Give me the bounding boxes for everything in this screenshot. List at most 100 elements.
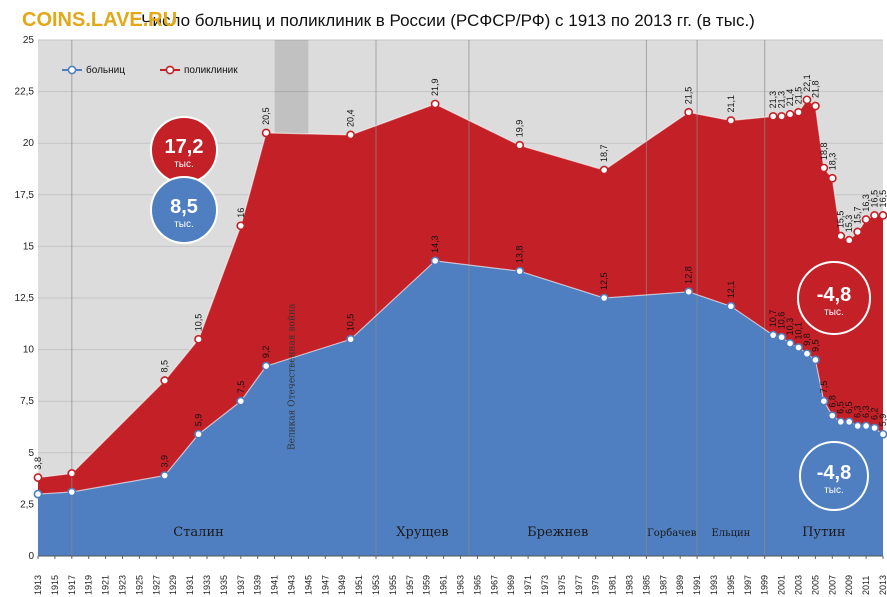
data-label: 12,8 — [684, 266, 694, 284]
data-label: 10,7 — [768, 310, 778, 328]
chart-title: Число больниц и поликлиник в России (РСФ… — [141, 11, 755, 30]
data-label: 9,5 — [810, 339, 820, 352]
x-tick-label: 1945 — [303, 575, 313, 595]
data-point — [827, 411, 837, 421]
x-tick-label: 1925 — [134, 575, 144, 595]
data-point — [261, 128, 271, 138]
x-tick-label: 1919 — [84, 575, 94, 595]
data-label: 19,9 — [515, 120, 525, 138]
data-point — [194, 334, 203, 344]
data-label: 7,5 — [236, 381, 246, 394]
era-label: Ельцин — [711, 528, 750, 539]
data-label: 10,1 — [794, 322, 804, 340]
data-label: 6,3 — [861, 405, 871, 418]
data-point — [768, 330, 778, 340]
data-point — [236, 221, 246, 231]
data-point — [515, 266, 525, 276]
data-label: 15,5 — [836, 211, 846, 229]
legend-label: поликлиник — [184, 65, 238, 76]
data-label: 5,9 — [194, 414, 204, 427]
data-label: 8,5 — [160, 360, 170, 373]
x-tick-label: 1933 — [202, 575, 212, 595]
x-tick-label: 1937 — [236, 575, 246, 595]
data-label: 20,4 — [346, 109, 356, 127]
x-tick-label: 2005 — [810, 575, 820, 595]
y-tick-label: 20 — [23, 138, 35, 149]
data-point — [785, 339, 795, 348]
x-tick-label: 1961 — [439, 575, 449, 595]
x-tick-label: 1979 — [591, 575, 601, 595]
annotation-unit: тыс. — [824, 485, 844, 496]
data-point — [836, 417, 846, 427]
data-label: 6,2 — [870, 408, 880, 421]
data-label: 16,5 — [870, 190, 880, 208]
data-label: 21,5 — [684, 87, 694, 105]
data-label: 10,5 — [194, 314, 204, 332]
data-point — [794, 343, 803, 352]
x-tick-label: 1987 — [658, 575, 668, 595]
data-label: 16,5 — [878, 190, 887, 208]
x-tick-label: 1935 — [219, 575, 229, 595]
x-tick-label: 2011 — [861, 576, 871, 595]
data-label: 21,3 — [777, 91, 787, 109]
x-tick-label: 1983 — [625, 575, 635, 595]
x-tick-label: 1977 — [574, 575, 584, 595]
x-tick-label: 1949 — [337, 575, 347, 595]
series-area-hospitals — [38, 260, 883, 556]
series-area-polyclinics — [38, 99, 883, 495]
data-point — [346, 130, 356, 140]
x-tick-label: 1915 — [50, 575, 60, 595]
x-tick-label: 1955 — [388, 575, 398, 595]
x-tick-label: 1917 — [67, 575, 77, 595]
data-point — [853, 227, 863, 237]
y-tick-label: 17,5 — [15, 190, 35, 201]
data-point — [777, 332, 786, 342]
data-point — [878, 211, 887, 220]
data-label: 6,5 — [844, 401, 854, 414]
data-label: 6,3 — [853, 405, 863, 418]
data-label: 15,7 — [853, 206, 863, 224]
era-label: Сталин — [173, 525, 223, 540]
x-tick-label: 1957 — [405, 575, 415, 595]
data-point — [844, 235, 854, 245]
era-label: Хрущев — [396, 525, 448, 540]
data-point — [802, 95, 812, 105]
x-tick-label: 1927 — [151, 575, 161, 595]
data-label: 7,5 — [819, 381, 829, 394]
data-point — [33, 489, 43, 499]
data-label: 6,8 — [827, 395, 837, 408]
watermark-text: COINS.LAVE.RU — [22, 9, 177, 31]
x-tick-label: 1989 — [675, 575, 685, 595]
data-point — [33, 473, 43, 482]
x-tick-label: 1973 — [540, 575, 550, 595]
data-point — [836, 231, 846, 241]
x-tick-label: 1959 — [422, 575, 432, 595]
x-tick-label: 1951 — [354, 575, 364, 595]
data-point — [236, 396, 246, 406]
data-point — [346, 334, 356, 344]
data-label: 15,3 — [844, 215, 854, 233]
x-tick-label: 1913 — [33, 575, 43, 595]
x-tick-label: 2013 — [878, 575, 887, 595]
data-point — [819, 396, 829, 406]
annotation-badge — [797, 261, 871, 335]
data-point — [861, 421, 871, 431]
x-tick-label: 1965 — [472, 575, 482, 595]
data-label: 3,8 — [33, 457, 43, 470]
data-point — [261, 361, 271, 371]
data-point — [861, 215, 871, 224]
data-point — [515, 140, 525, 150]
x-tick-label: 1929 — [168, 575, 178, 595]
data-point — [67, 469, 77, 478]
data-point — [726, 116, 736, 125]
data-label: 10,5 — [346, 314, 356, 332]
y-tick-label: 2,5 — [20, 499, 34, 510]
data-label: 16 — [236, 208, 246, 218]
data-label: 9,2 — [261, 346, 271, 359]
x-tick-label: 2003 — [794, 575, 804, 595]
data-point — [430, 99, 440, 109]
data-point — [67, 487, 77, 497]
annotation-badge — [150, 176, 218, 244]
annotation-unit: тыс. — [174, 159, 194, 170]
x-tick-label: 1923 — [118, 575, 128, 595]
